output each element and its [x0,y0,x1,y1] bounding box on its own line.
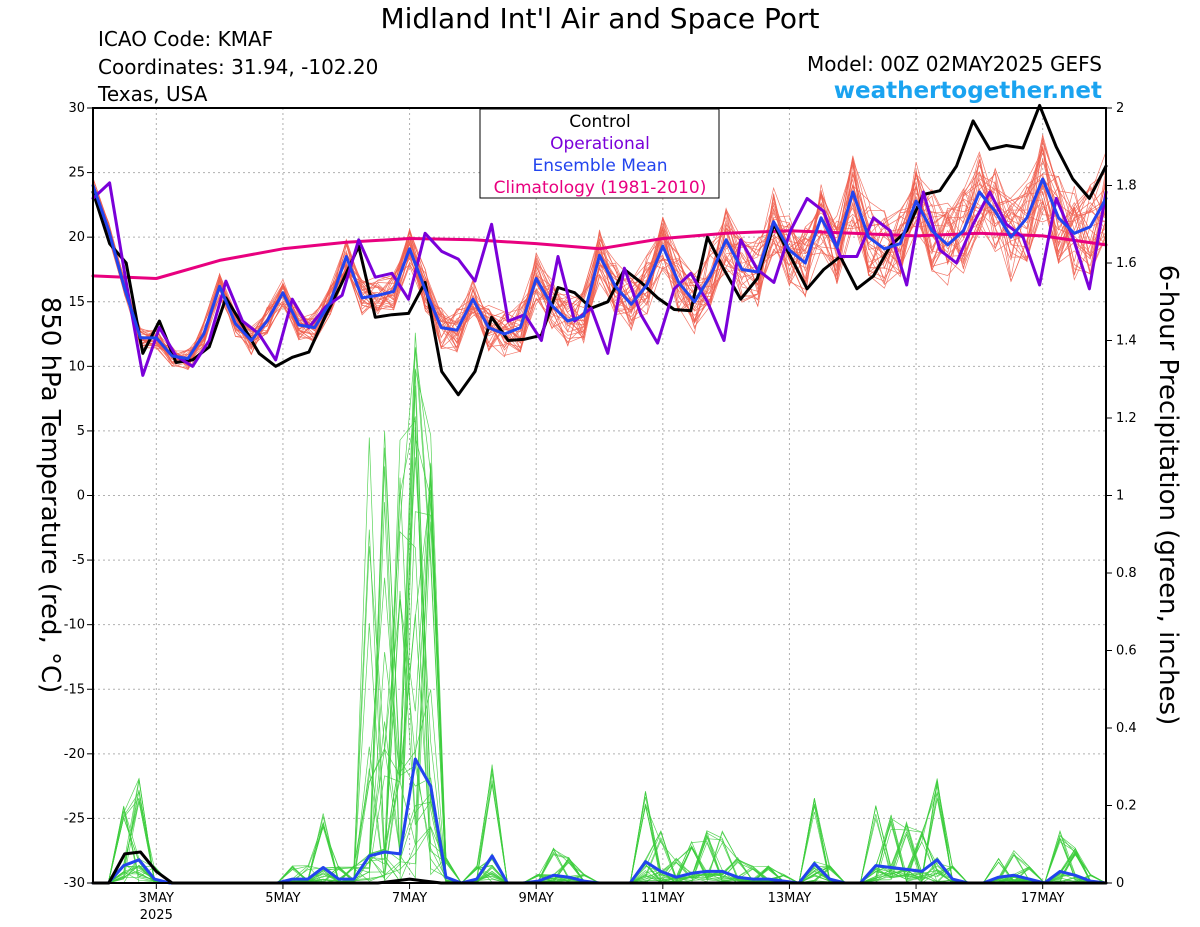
region: Texas, USA [98,82,208,106]
y-tick-label: 20 [68,230,85,245]
precip-member-line [93,530,1107,884]
precip-member-line [93,385,1107,884]
y2-tick-label: 1.2 [1116,411,1137,426]
temp-member-line [92,169,1107,360]
precip-ensemble-members [93,332,1107,884]
legend-climatology: Climatology (1981-2010) [494,178,707,198]
x-tick-label: 7MAY [392,891,427,906]
precip-member-line [93,721,1107,884]
x-tick-label: 13MAY [768,891,812,906]
y2-tick-label: 1.4 [1116,334,1137,349]
coordinates: Coordinates: 31.94, -102.20 [98,55,379,79]
precip-member-line [93,614,1107,884]
precip-member-line [93,369,1107,884]
y-tick-label: 30 [68,101,85,116]
y-tick-label: 5 [77,424,85,439]
precip-member-line [93,502,1107,884]
axis-ticks: 302520151050-5-10-15-20-25-3021.81.61.41… [64,101,1137,923]
series-ensemble-mean-precip [91,757,1108,885]
series-ensemble-mean-temp [91,177,1108,361]
precip-member-line [93,332,1107,884]
precip-member-line [93,416,1107,884]
precip-member-line [93,436,1107,884]
temp-member-line [92,159,1107,364]
temp-member-line [92,138,1107,358]
y2-tick-label: 0.8 [1116,566,1137,581]
y2-tick-label: 0.2 [1116,799,1137,814]
temp-member-line [92,155,1107,352]
precip-member-line [93,437,1107,884]
precip-member-line [93,419,1107,884]
precip-member-line [93,473,1107,884]
y-tick-label: -30 [64,876,85,891]
y2-tick-label: 0 [1116,876,1124,891]
y2-tick-label: 2 [1116,101,1124,116]
y-tick-label: 10 [68,359,85,374]
precip-member-line [93,546,1107,884]
precip-member-line [93,477,1107,884]
legend-operational: Operational [550,134,650,154]
y-tick-label: 0 [77,489,85,504]
x-tick-label: 5MAY [265,891,300,906]
x-tick-year: 2025 [140,908,173,923]
precip-member-line [93,577,1107,884]
y2-tick-label: 1 [1116,489,1124,504]
y2-tick-label: 0.6 [1116,644,1137,659]
precip-member-line [93,462,1107,884]
precip-member-line [93,368,1107,884]
y-tick-label: -15 [64,682,85,697]
y-tick-label: -25 [64,811,85,826]
precip-member-line [93,689,1107,884]
y-axis-label: 850 hPa Temperature (red, °C) [35,297,65,694]
y2-tick-label: 1.6 [1116,256,1137,271]
precip-member-line [93,590,1107,884]
x-tick-label: 11MAY [641,891,685,906]
precip-member-line [93,466,1107,884]
precip-member-line [93,347,1107,884]
temp-member-line [92,148,1107,357]
legend: Control Operational Ensemble Mean Climat… [479,108,720,199]
x-tick-label: 15MAY [894,891,938,906]
y-tick-label: -10 [64,618,85,633]
precip-member-line [93,477,1107,884]
precip-member-line [93,819,1107,884]
site-link[interactable]: weathertogether.net [833,78,1102,104]
y2-tick-label: 1.8 [1116,179,1137,194]
series-control-temp [91,103,1108,397]
y-tick-label: 25 [68,166,85,181]
legend-ensemble-mean: Ensemble Mean [532,156,667,176]
precip-member-line [93,758,1107,884]
x-tick-label: 17MAY [1021,891,1065,906]
series-operational-temp [91,181,1108,377]
legend-box [479,108,720,199]
legend-control: Control [569,112,630,132]
chart-title: Midland Int'l Air and Space Port [380,2,820,35]
precip-member-line [93,346,1107,884]
y-tick-label: -20 [64,747,85,762]
y2-axis-label: 6-hour Precipitation (green, inches) [1153,265,1183,725]
x-tick-label: 3MAY [139,891,174,906]
icao-code: ICAO Code: KMAF [98,27,274,51]
model-run: Model: 00Z 02MAY2025 GEFS [807,52,1102,76]
precip-member-line [93,431,1107,884]
precip-member-line [93,747,1107,884]
y-tick-label: 15 [68,295,85,310]
precip-member-line [93,457,1107,884]
temp-member-line [92,164,1107,362]
gridlines [93,108,1106,883]
x-tick-label: 9MAY [519,891,554,906]
y-tick-label: -5 [72,553,85,568]
y2-tick-label: 0.4 [1116,721,1137,736]
